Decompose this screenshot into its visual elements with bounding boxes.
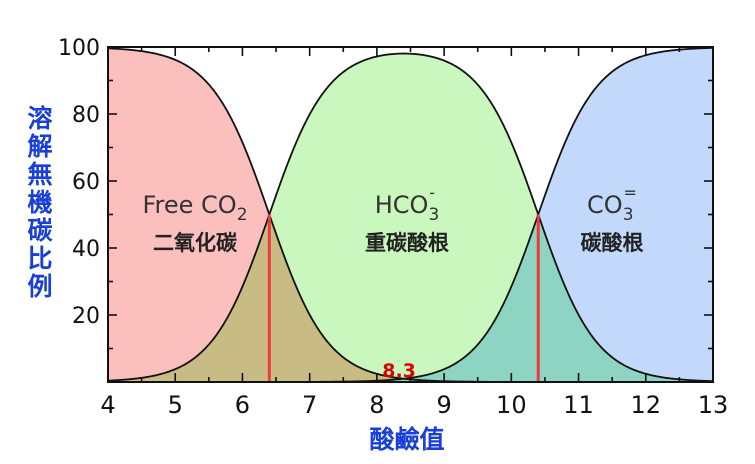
- label-layer: Free CO2 二氧化碳 HCO3- 重碳酸根 CO3= 碳酸根 8.3: [142, 183, 643, 382]
- x-axis-title: 酸鹼值: [369, 425, 444, 454]
- x-tick-label: 9: [436, 391, 451, 419]
- y-axis-title-char: 碳: [27, 216, 53, 245]
- species-formula-hco3: HCO3-: [375, 183, 440, 225]
- x-tick-label: 6: [235, 391, 250, 419]
- y-tick-label: 100: [58, 36, 100, 61]
- x-tick-label: 8: [369, 391, 384, 419]
- species-name-co3: 碳酸根: [581, 231, 644, 255]
- curve-hco3: [107, 52, 714, 383]
- marker-layer: [267, 214, 540, 382]
- y-axis-title-char: 機: [27, 188, 52, 217]
- overlap-hco3-co3: [108, 214, 713, 382]
- species-formula-co2: Free CO2: [142, 191, 247, 225]
- y-axis-title-char: 例: [27, 272, 52, 301]
- tick-layer: 4 5 6 7 8 9 10 11 12 13 20 40 60 80 100: [58, 36, 728, 419]
- y-tick-label: 40: [72, 237, 100, 262]
- annotation-label: 8.3: [382, 360, 416, 382]
- y-axis-title-char: 解: [27, 132, 52, 161]
- species-name-hco3: 重碳酸根: [365, 231, 449, 255]
- area-layer: [108, 47, 713, 383]
- x-tick-label: 12: [631, 391, 662, 419]
- x-tick-label: 7: [302, 391, 317, 419]
- overlap-co2-hco3: [108, 214, 713, 382]
- x-tick-label: 4: [100, 391, 115, 419]
- x-tick-label: 5: [168, 391, 183, 419]
- y-tick-label: 20: [72, 304, 100, 329]
- species-name-co2: 二氧化碳: [153, 231, 238, 255]
- y-tick-label: 80: [72, 103, 100, 128]
- x-tick-label: 13: [698, 391, 729, 419]
- y-tick-label: 60: [72, 170, 100, 195]
- y-axis-title-char: 溶: [27, 104, 52, 133]
- x-tick-label: 11: [563, 391, 594, 419]
- y-axis-title-char: 無: [27, 160, 52, 189]
- species-formula-co3: CO3=: [587, 183, 637, 225]
- x-tick-label: 10: [496, 391, 527, 419]
- y-axis-title-char: 比: [27, 244, 52, 273]
